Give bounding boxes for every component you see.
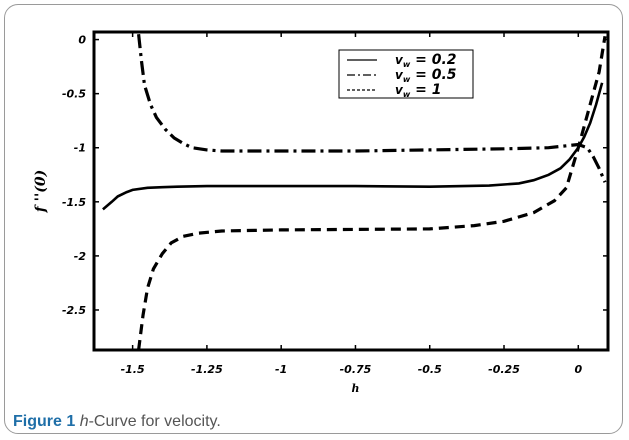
y-tick-label: -1 — [74, 142, 86, 155]
series-line-2 — [137, 34, 607, 183]
legend-label-2: vw = 0.5 — [395, 67, 457, 84]
figure-number: Figure 1 — [13, 413, 76, 430]
caption-text: -Curve for velocity — [88, 413, 217, 430]
x-axis-label: h — [351, 382, 359, 395]
y-tick-label: -2 — [74, 250, 87, 263]
figure-caption: Figure 1 h-Curve for velocity. — [13, 413, 221, 431]
y-tick-label: -1.5 — [62, 196, 86, 209]
chart: 0 -0.5 -1 -1.5 -2 -2.5 -1.5 -1.25 -1 -0.75 -0.5 -0.… — [33, 30, 610, 395]
y-tick-label: 0 — [78, 34, 86, 47]
series-line-3 — [137, 36, 607, 349]
series-layer — [102, 34, 607, 349]
figure-panel: 0 -0.5 -1 -1.5 -2 -2.5 -1.5 -1.25 -1 -0.75 -0.5 -0.… — [4, 4, 623, 434]
legend-box — [338, 49, 474, 99]
x-tick-label: -1 — [275, 363, 287, 376]
x-tick-label: -0.75 — [340, 363, 372, 376]
x-tick-label: -0.5 — [418, 363, 442, 376]
legend: vw = 0.2vw = 0.5vw = 1 — [338, 49, 474, 99]
ticks-layer: 0 -0.5 -1 -1.5 -2 -2.5 -1.5 -1.25 -1 -0.75 -0.5 -0.… — [62, 32, 608, 376]
y-tick-label: -2.5 — [62, 304, 86, 317]
y-axis-label: f ''(0) — [33, 170, 49, 213]
y-tick-label: -0.5 — [62, 88, 86, 101]
x-tick-label: -1.5 — [121, 363, 145, 376]
caption-period: . — [216, 413, 221, 430]
legend-label-1: vw = 0.2 — [395, 52, 457, 69]
x-tick-label: 0 — [574, 363, 582, 376]
x-tick-label: -0.25 — [488, 363, 520, 376]
series-line-1 — [102, 82, 604, 211]
legend-label-3: vw = 1 — [395, 82, 441, 99]
plot-frame — [92, 30, 610, 352]
x-tick-label: -1.25 — [191, 363, 223, 376]
caption-italic: h — [79, 413, 89, 430]
